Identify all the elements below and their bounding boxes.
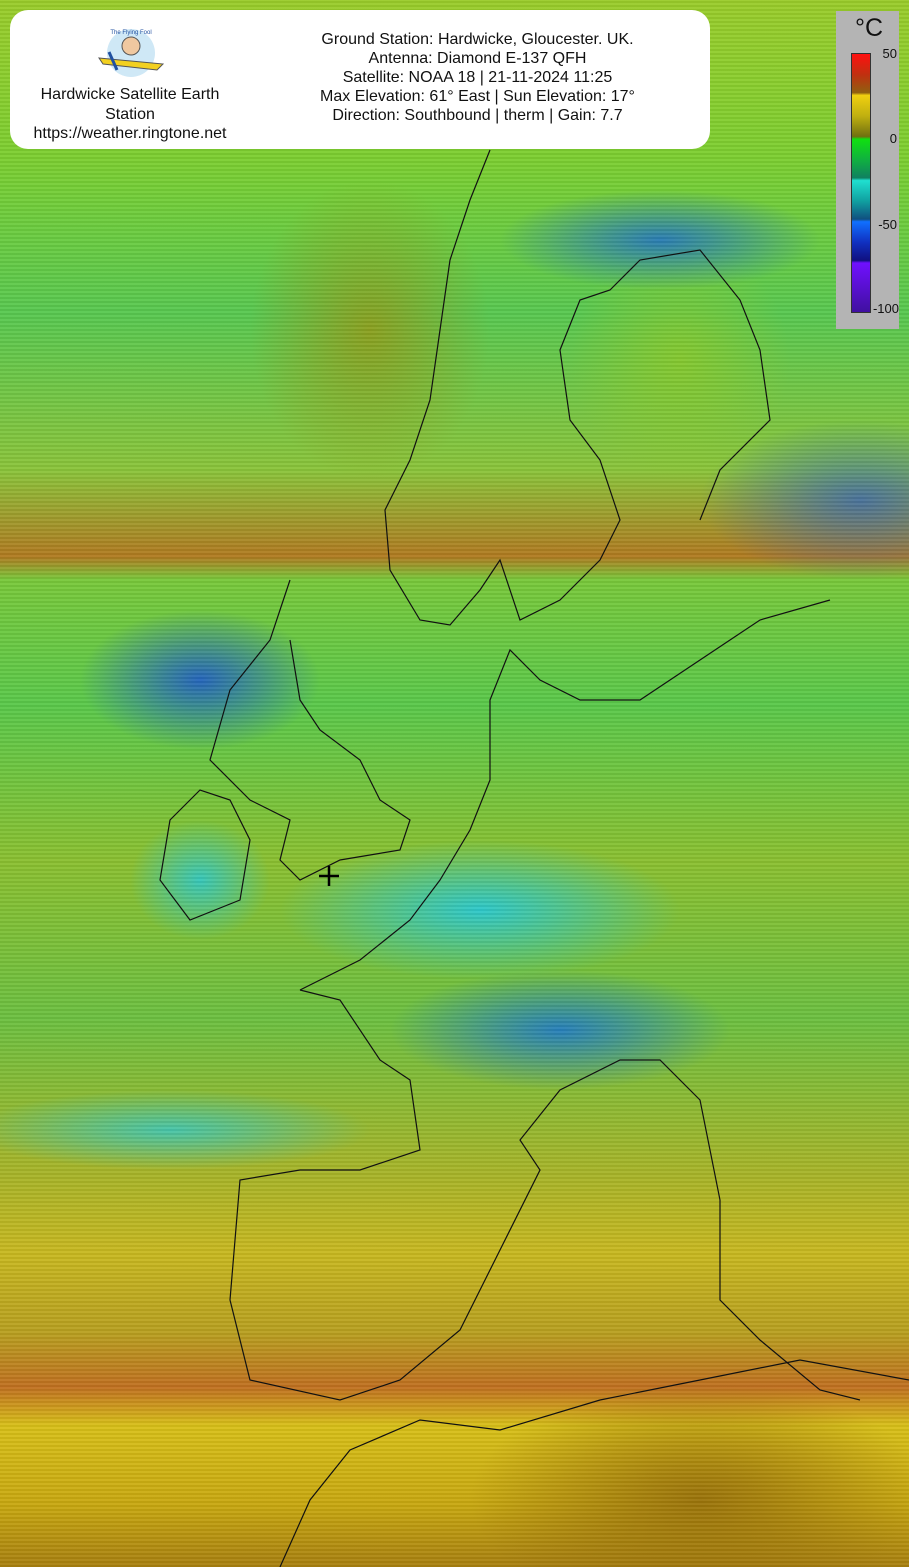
station-name: Hardwicke Satellite Earth Station https:… xyxy=(30,85,230,144)
temperature-legend: °C 50 0 -50 -100 xyxy=(836,11,899,329)
direction-line: Direction: Southbound | therm | Gain: 7.… xyxy=(332,107,623,124)
satellite-line: Satellite: NOAA 18 | 21-11-2024 11:25 xyxy=(342,69,613,86)
ground-station-line: Ground Station: Hardwicke, Gloucester. U… xyxy=(321,31,634,48)
legend-tick-minus-100: -100 xyxy=(872,301,899,316)
europe-coast xyxy=(229,989,861,1401)
svg-text:The Flying Fool: The Flying Fool xyxy=(110,30,151,36)
station-info-panel: The Flying Fool Hardwicke Satellite Eart… xyxy=(10,10,710,149)
station-title: Hardwicke Satellite Earth Station xyxy=(40,86,220,123)
legend-unit: °C xyxy=(855,14,884,42)
legend-tick-0: 0 xyxy=(889,131,897,146)
scandinavia-coast xyxy=(384,149,771,626)
legend-tick-50: 50 xyxy=(882,46,897,61)
britain-coast xyxy=(209,579,411,881)
legend-color-bar xyxy=(851,53,871,313)
flying-fool-logo-icon: The Flying Fool xyxy=(98,29,165,77)
europe-north-coast xyxy=(299,599,831,991)
ground-station-crosshair-icon xyxy=(319,866,339,886)
legend-tick-minus-50: -50 xyxy=(878,217,897,232)
pass-info: Ground Station: Hardwicke, Gloucester. U… xyxy=(280,30,675,125)
elevation-line: Max Elevation: 61° East | Sun Elevation:… xyxy=(320,88,635,105)
ireland-coast xyxy=(159,789,251,921)
antenna-line: Antenna: Diamond E-137 QFH xyxy=(368,50,587,67)
africa-coast xyxy=(279,1359,909,1567)
station-url-link[interactable]: https://weather.ringtone.net xyxy=(33,125,227,142)
